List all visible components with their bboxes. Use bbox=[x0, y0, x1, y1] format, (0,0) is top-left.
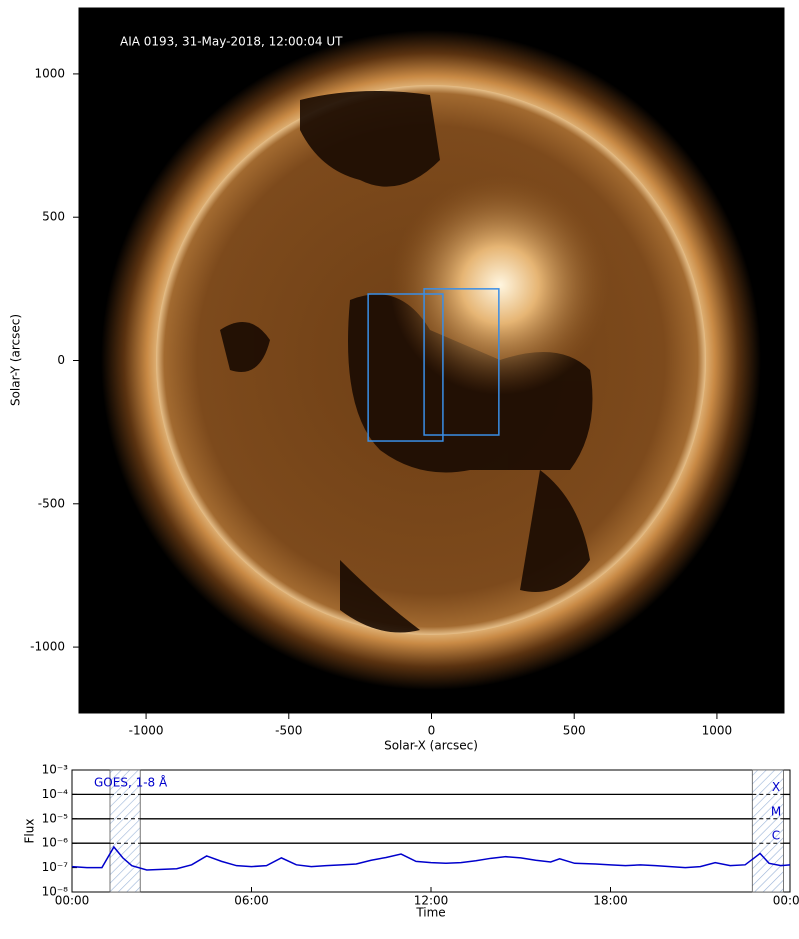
region-box bbox=[423, 288, 500, 436]
y-tick-label: 500 bbox=[42, 210, 65, 224]
x-axis-label: Solar-X (arcsec) bbox=[384, 739, 478, 753]
x-tick-label: 18:00 bbox=[593, 894, 628, 908]
solar-image bbox=[79, 8, 784, 713]
flare-level-label: X bbox=[772, 780, 780, 794]
flare-level-label: C bbox=[772, 829, 780, 843]
x-tick-label: 12:00 bbox=[414, 894, 449, 908]
active-region bbox=[390, 175, 610, 395]
y-tick-label: 10⁻⁶ bbox=[42, 836, 69, 850]
y-axis-label: Solar-Y (arcsec) bbox=[9, 314, 23, 406]
y-axis-label: Flux bbox=[23, 819, 37, 844]
x-tick-label: -500 bbox=[275, 724, 302, 738]
y-tick-label: 0 bbox=[57, 353, 65, 367]
x-tick-label: 00:00 bbox=[55, 894, 90, 908]
y-tick-label: 10⁻⁴ bbox=[42, 787, 69, 801]
shaded-span bbox=[751, 769, 784, 893]
x-tick-label: 0 bbox=[428, 724, 436, 738]
legend-label: GOES, 1-8 Å bbox=[94, 775, 168, 790]
image-title: AIA 0193, 31-May-2018, 12:00:04 UT bbox=[120, 35, 343, 49]
y-tick-label: 1000 bbox=[34, 66, 65, 80]
y-tick-label: 10⁻⁷ bbox=[42, 860, 69, 874]
y-tick-label: -500 bbox=[38, 496, 65, 510]
y-tick-label: 10⁻⁸ bbox=[42, 885, 69, 899]
x-tick-label: -1000 bbox=[129, 724, 164, 738]
x-tick-label: 1000 bbox=[702, 724, 733, 738]
y-tick-label: 10⁻³ bbox=[42, 763, 69, 777]
flare-level-label: M bbox=[771, 804, 781, 818]
y-tick-label: 10⁻⁵ bbox=[42, 811, 69, 825]
x-tick-label: 500 bbox=[563, 724, 586, 738]
y-tick-label: -1000 bbox=[30, 640, 65, 654]
region-box bbox=[367, 293, 444, 442]
x-tick-label: 06:00 bbox=[234, 894, 269, 908]
flux-frame bbox=[71, 769, 791, 893]
x-axis-label: Time bbox=[415, 906, 445, 920]
flux-line bbox=[71, 845, 791, 871]
x-tick-label: 00:00 bbox=[773, 894, 799, 908]
shaded-span bbox=[109, 769, 141, 893]
